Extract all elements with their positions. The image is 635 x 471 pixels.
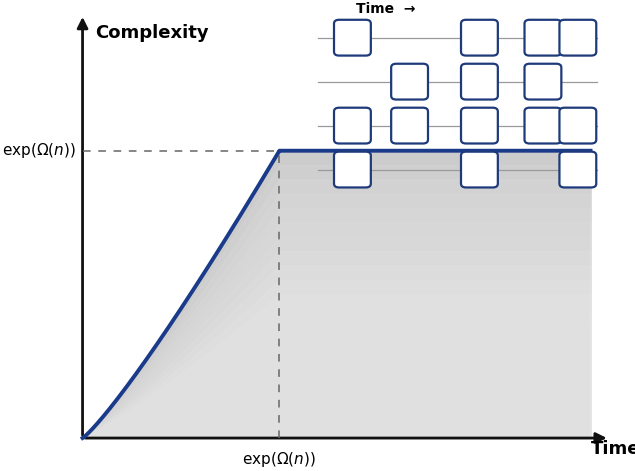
Text: Time: Time	[591, 440, 635, 458]
Text: $\exp(\Omega(n))$: $\exp(\Omega(n))$	[3, 141, 76, 160]
FancyBboxPatch shape	[525, 20, 561, 56]
FancyBboxPatch shape	[461, 64, 498, 99]
Text: Complexity: Complexity	[95, 24, 209, 42]
FancyBboxPatch shape	[525, 108, 561, 144]
Text: $\exp(\Omega(n))$: $\exp(\Omega(n))$	[243, 450, 316, 469]
FancyBboxPatch shape	[461, 20, 498, 56]
FancyBboxPatch shape	[461, 152, 498, 187]
FancyBboxPatch shape	[525, 64, 561, 99]
FancyBboxPatch shape	[461, 108, 498, 144]
FancyBboxPatch shape	[334, 152, 371, 187]
FancyBboxPatch shape	[559, 20, 596, 56]
Text: Time  →: Time →	[356, 2, 415, 16]
FancyBboxPatch shape	[334, 20, 371, 56]
FancyBboxPatch shape	[391, 64, 428, 99]
FancyBboxPatch shape	[559, 152, 596, 187]
FancyBboxPatch shape	[334, 108, 371, 144]
FancyBboxPatch shape	[559, 108, 596, 144]
FancyBboxPatch shape	[391, 108, 428, 144]
